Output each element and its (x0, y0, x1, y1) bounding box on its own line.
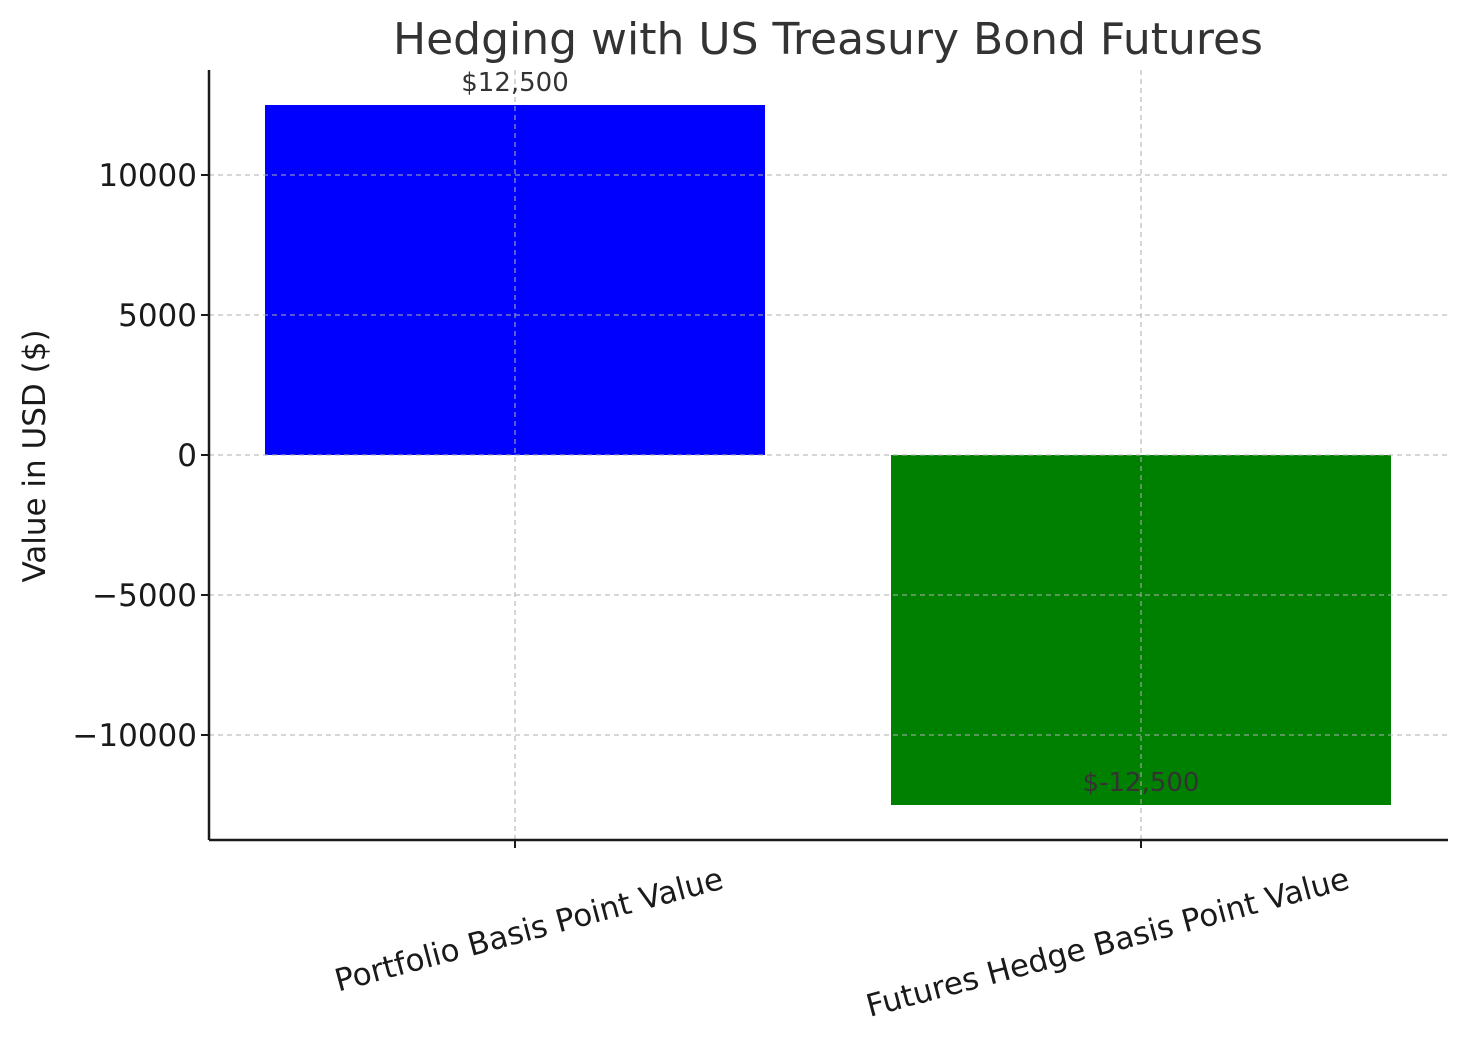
y-tick-label: −5000 (92, 578, 197, 614)
bar-value-label: $12,500 (461, 68, 569, 98)
bars (265, 105, 1391, 805)
y-tick-label: 5000 (118, 298, 197, 334)
bar-value-label: $-12,500 (1083, 768, 1200, 798)
y-tick-label: 10000 (98, 158, 197, 194)
y-tick-label: 0 (177, 438, 197, 474)
grid-lines (209, 70, 1448, 840)
y-tick-label: −10000 (72, 718, 197, 754)
chart-title: Hedging with US Treasury Bond Futures (393, 14, 1263, 65)
x-tick-label: Futures Hedge Basis Point Value (862, 861, 1353, 1025)
axes (201, 70, 1448, 848)
x-tick-label: Portfolio Basis Point Value (331, 861, 727, 999)
y-axis-label: Value in USD ($) (17, 329, 53, 582)
